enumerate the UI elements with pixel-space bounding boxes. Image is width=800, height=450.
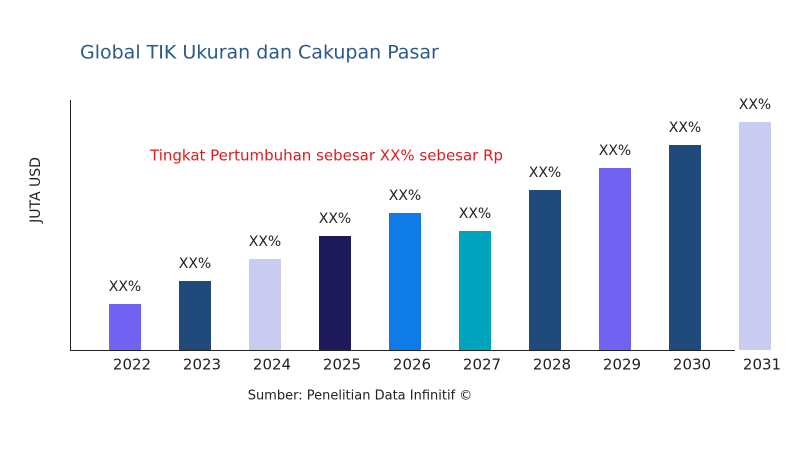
value-label: XX% xyxy=(109,279,141,295)
x-tick-label: 2028 xyxy=(533,356,571,374)
bar xyxy=(599,168,631,350)
bar xyxy=(109,304,141,350)
x-tick-label: 2029 xyxy=(603,356,641,374)
value-label: XX% xyxy=(319,211,351,227)
bar xyxy=(319,236,351,350)
x-tick-label: 2026 xyxy=(393,356,431,374)
bar xyxy=(249,259,281,350)
x-tick-label: 2031 xyxy=(743,356,781,374)
x-tick-label: 2027 xyxy=(463,356,501,374)
x-tick-label: 2030 xyxy=(673,356,711,374)
value-label: XX% xyxy=(249,234,281,250)
value-label: XX% xyxy=(599,143,631,159)
value-label: XX% xyxy=(459,206,491,222)
value-label: XX% xyxy=(389,188,421,204)
bar xyxy=(179,281,211,350)
annotation: Tingkat Pertumbuhan sebesar XX% sebesar … xyxy=(149,147,503,165)
value-label: XX% xyxy=(669,120,701,136)
x-tick-label: 2024 xyxy=(253,356,291,374)
chart-title: Global TIK Ukuran dan Cakupan Pasar xyxy=(80,42,439,64)
x-tick-label: 2022 xyxy=(113,356,151,374)
bar xyxy=(389,213,421,350)
value-label: XX% xyxy=(529,165,561,181)
y-axis-label: JUTA USD xyxy=(28,157,44,224)
bar xyxy=(669,145,701,350)
x-tick-label: 2023 xyxy=(183,356,221,374)
x-tick-label: 2025 xyxy=(323,356,361,374)
bar xyxy=(529,190,561,350)
bar xyxy=(739,122,771,350)
source: Sumber: Penelitian Data Infinitif © xyxy=(248,389,473,404)
value-label: XX% xyxy=(739,97,771,113)
bar xyxy=(459,231,491,350)
value-label: XX% xyxy=(179,256,211,272)
